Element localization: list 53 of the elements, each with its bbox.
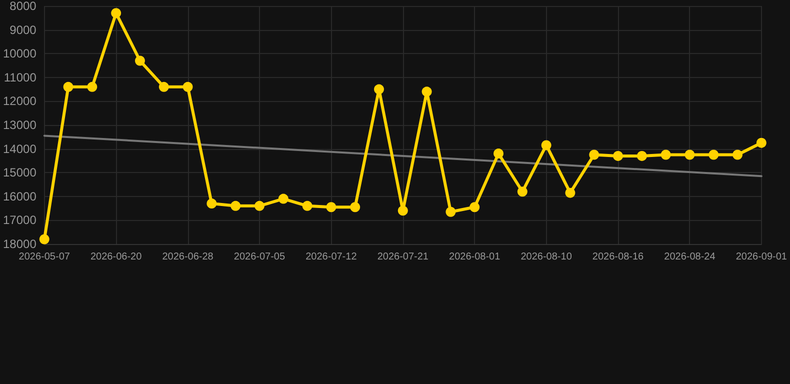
point [350, 202, 360, 212]
y-tick-label: 12000 [2, 94, 37, 108]
y-tick-label: 10000 [2, 46, 37, 61]
point [302, 200, 312, 211]
point [158, 82, 169, 92]
x-tick-label: 2026-06-20 [90, 252, 142, 262]
point [254, 200, 264, 211]
point [494, 148, 504, 159]
x-tick-label: 2026-07-05 [234, 252, 286, 262]
y-tick-label: 8000 [10, 0, 37, 13]
y-tick-label: 13000 [2, 118, 37, 132]
point [398, 206, 408, 216]
y-tick-label: 9000 [10, 22, 37, 37]
point [613, 150, 624, 161]
point [732, 150, 743, 160]
x-tick-label: 2026-08-24 [664, 252, 716, 262]
point [182, 82, 193, 92]
x-tick-label: 2026-06-28 [162, 252, 214, 262]
x-tick-label: 2026-08-10 [520, 252, 572, 262]
point [660, 150, 671, 160]
point [111, 8, 122, 18]
point [756, 138, 766, 148]
point [565, 188, 576, 198]
point [326, 202, 336, 212]
point [708, 150, 719, 160]
point [684, 150, 695, 160]
point [206, 198, 217, 209]
x-tick-label: 2026-07-21 [377, 252, 429, 262]
y-tick-label: 16000 [2, 189, 37, 204]
point [589, 150, 600, 160]
x-tick-label: 2026-05-07 [18, 252, 70, 262]
point [541, 140, 552, 150]
point [278, 194, 288, 204]
y-tick-label: 18000 [2, 237, 37, 251]
y-tick-label: 15000 [2, 166, 37, 180]
point [134, 56, 145, 66]
point [87, 82, 98, 92]
point [422, 86, 432, 97]
point [39, 234, 50, 244]
x-tick-label: 2026-07-12 [306, 252, 358, 262]
y-tick-label: 17000 [2, 213, 37, 228]
point [230, 200, 241, 211]
y-tick-label: 11000 [4, 70, 37, 84]
x-tick-label: 2026-08-16 [592, 252, 644, 262]
point [446, 206, 456, 217]
point [374, 84, 384, 94]
x-tick-label: 2026-09-01 [736, 252, 788, 262]
point [636, 150, 647, 161]
y-tick-label: 14000 [2, 142, 37, 156]
x-tick-label: 2026-08-01 [449, 252, 501, 262]
point [470, 202, 480, 212]
point [517, 186, 528, 197]
point [63, 82, 74, 92]
